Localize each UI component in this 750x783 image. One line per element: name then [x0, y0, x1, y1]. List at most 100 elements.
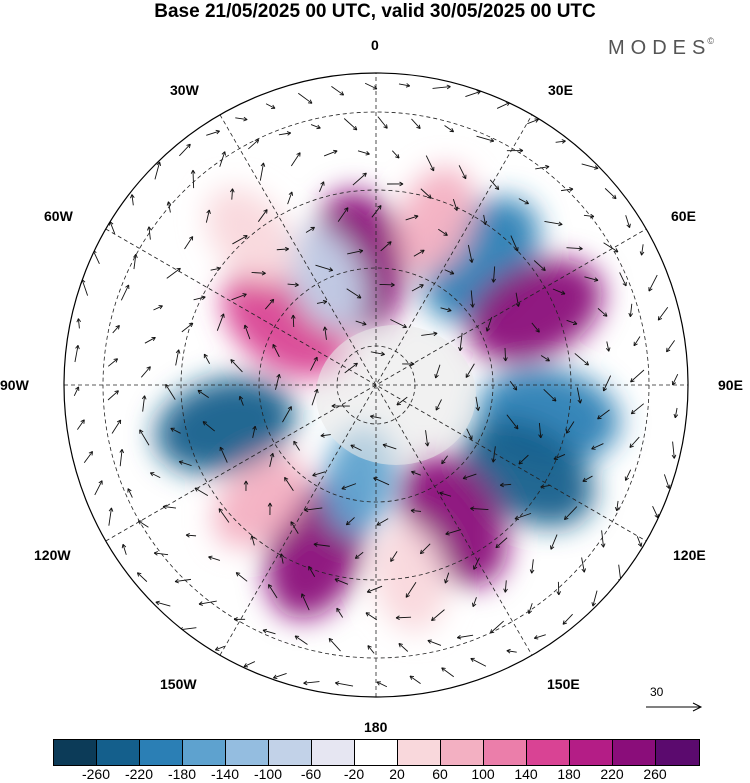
wind-arrow	[198, 600, 217, 605]
colorbar-swatch	[441, 740, 484, 765]
wind-arrow	[194, 487, 209, 497]
wind-arrow	[672, 441, 675, 459]
lon-label-0: 0	[371, 37, 379, 53]
wind-arrow	[420, 543, 431, 555]
wind-arrow	[441, 667, 455, 678]
wind-arrow	[337, 207, 349, 222]
wind-arrow	[219, 446, 228, 463]
wind-arrow	[77, 318, 80, 329]
wind-arrow	[341, 483, 357, 490]
wind-arrow	[420, 188, 432, 199]
wind-arrow	[534, 634, 546, 639]
wind-arrow	[137, 572, 148, 582]
wind-arrow	[355, 551, 364, 559]
wind-arrow	[500, 483, 512, 486]
wind-arrow	[411, 509, 422, 512]
wind-arrow	[566, 319, 578, 325]
brand-logo: MODES©	[608, 36, 714, 59]
wind-arrow	[165, 384, 176, 400]
wind-arrow	[486, 316, 493, 332]
lon-label-120w: 120W	[34, 547, 71, 563]
wind-arrow	[294, 635, 308, 645]
wind-arrow	[411, 284, 424, 292]
wind-arrow	[205, 209, 210, 223]
wind-arrow	[648, 274, 658, 292]
wind-arrow	[425, 155, 435, 172]
wind-arrow	[276, 248, 289, 251]
wind-arrow	[444, 269, 455, 275]
wind-arrow	[566, 247, 583, 250]
wind-arrow	[457, 634, 474, 639]
wind-arrow	[252, 426, 256, 438]
wind-arrow	[186, 534, 197, 537]
colorbar	[53, 739, 700, 766]
wind-arrow	[470, 290, 474, 308]
wind-arrow	[216, 313, 225, 331]
wind-arrow	[262, 629, 276, 635]
wind-arrow	[92, 250, 100, 265]
colorbar-tick-label: -140	[210, 766, 240, 782]
wind-arrow	[459, 332, 463, 351]
wind-arrow	[231, 188, 233, 200]
wind-arrow	[371, 205, 382, 218]
colorbar-swatch	[484, 740, 527, 765]
wind-arrow	[405, 215, 419, 221]
wind-arrow	[346, 288, 362, 299]
wind-arrow	[251, 272, 266, 274]
wind-arrow	[483, 214, 486, 225]
wind-arrow	[268, 584, 278, 599]
wind-arrow	[202, 421, 215, 432]
wind-arrow	[150, 472, 161, 479]
wind-arrow	[179, 143, 191, 157]
wind-arrow	[391, 150, 400, 159]
wind-arrow	[230, 359, 243, 373]
lon-label-60e: 60E	[671, 208, 696, 224]
wind-arrow	[475, 396, 479, 411]
wind-arrow	[278, 132, 291, 136]
wind-arrow	[367, 585, 383, 593]
wind-arrow	[377, 116, 388, 129]
colorbar-tick-label: 140	[514, 766, 538, 782]
wind-arrow	[365, 612, 378, 621]
wind-arrow	[411, 471, 421, 476]
wind-arrow	[131, 194, 134, 206]
wind-arrow	[619, 272, 627, 287]
wind-arrow	[583, 214, 594, 217]
wind-arrow	[231, 293, 247, 301]
wind-arrow	[438, 228, 448, 236]
wind-arrow	[382, 444, 397, 450]
wind-arrow	[310, 124, 321, 129]
wind-arrow	[370, 351, 385, 355]
lon-label-150e: 150E	[547, 676, 580, 692]
wind-arrow	[335, 682, 354, 687]
wind-arrow	[232, 235, 248, 245]
colorbar-tick-label: 260	[643, 766, 667, 782]
wind-arrow	[390, 319, 407, 328]
wind-arrow	[73, 386, 80, 397]
wind-arrow	[311, 389, 318, 406]
wind-arrow	[514, 512, 532, 520]
wind-arrow	[625, 215, 631, 228]
wind-arrow	[179, 461, 192, 467]
wind-arrow	[591, 443, 604, 450]
wind-arrow	[531, 559, 534, 574]
wind-arrow	[576, 387, 581, 404]
wind-arrow	[153, 305, 163, 311]
wind-arrow	[597, 409, 610, 420]
wind-arrow	[555, 140, 566, 143]
wind-arrow	[540, 355, 550, 362]
wind-arrow	[316, 301, 327, 304]
wind-arrow	[641, 244, 644, 256]
wind-arrow	[467, 244, 473, 263]
wind-arrow	[192, 170, 195, 189]
wind-arrow	[284, 477, 294, 491]
wind-arrow	[510, 235, 519, 252]
anomaly-cell	[467, 259, 603, 363]
wind-arrow	[390, 551, 398, 562]
wind-arrow	[328, 638, 341, 652]
wind-arrow	[636, 536, 642, 547]
wind-arrow	[398, 643, 409, 652]
wind-arrow	[287, 191, 293, 205]
wind-arrow	[275, 374, 280, 390]
wind-arrow	[290, 152, 301, 167]
